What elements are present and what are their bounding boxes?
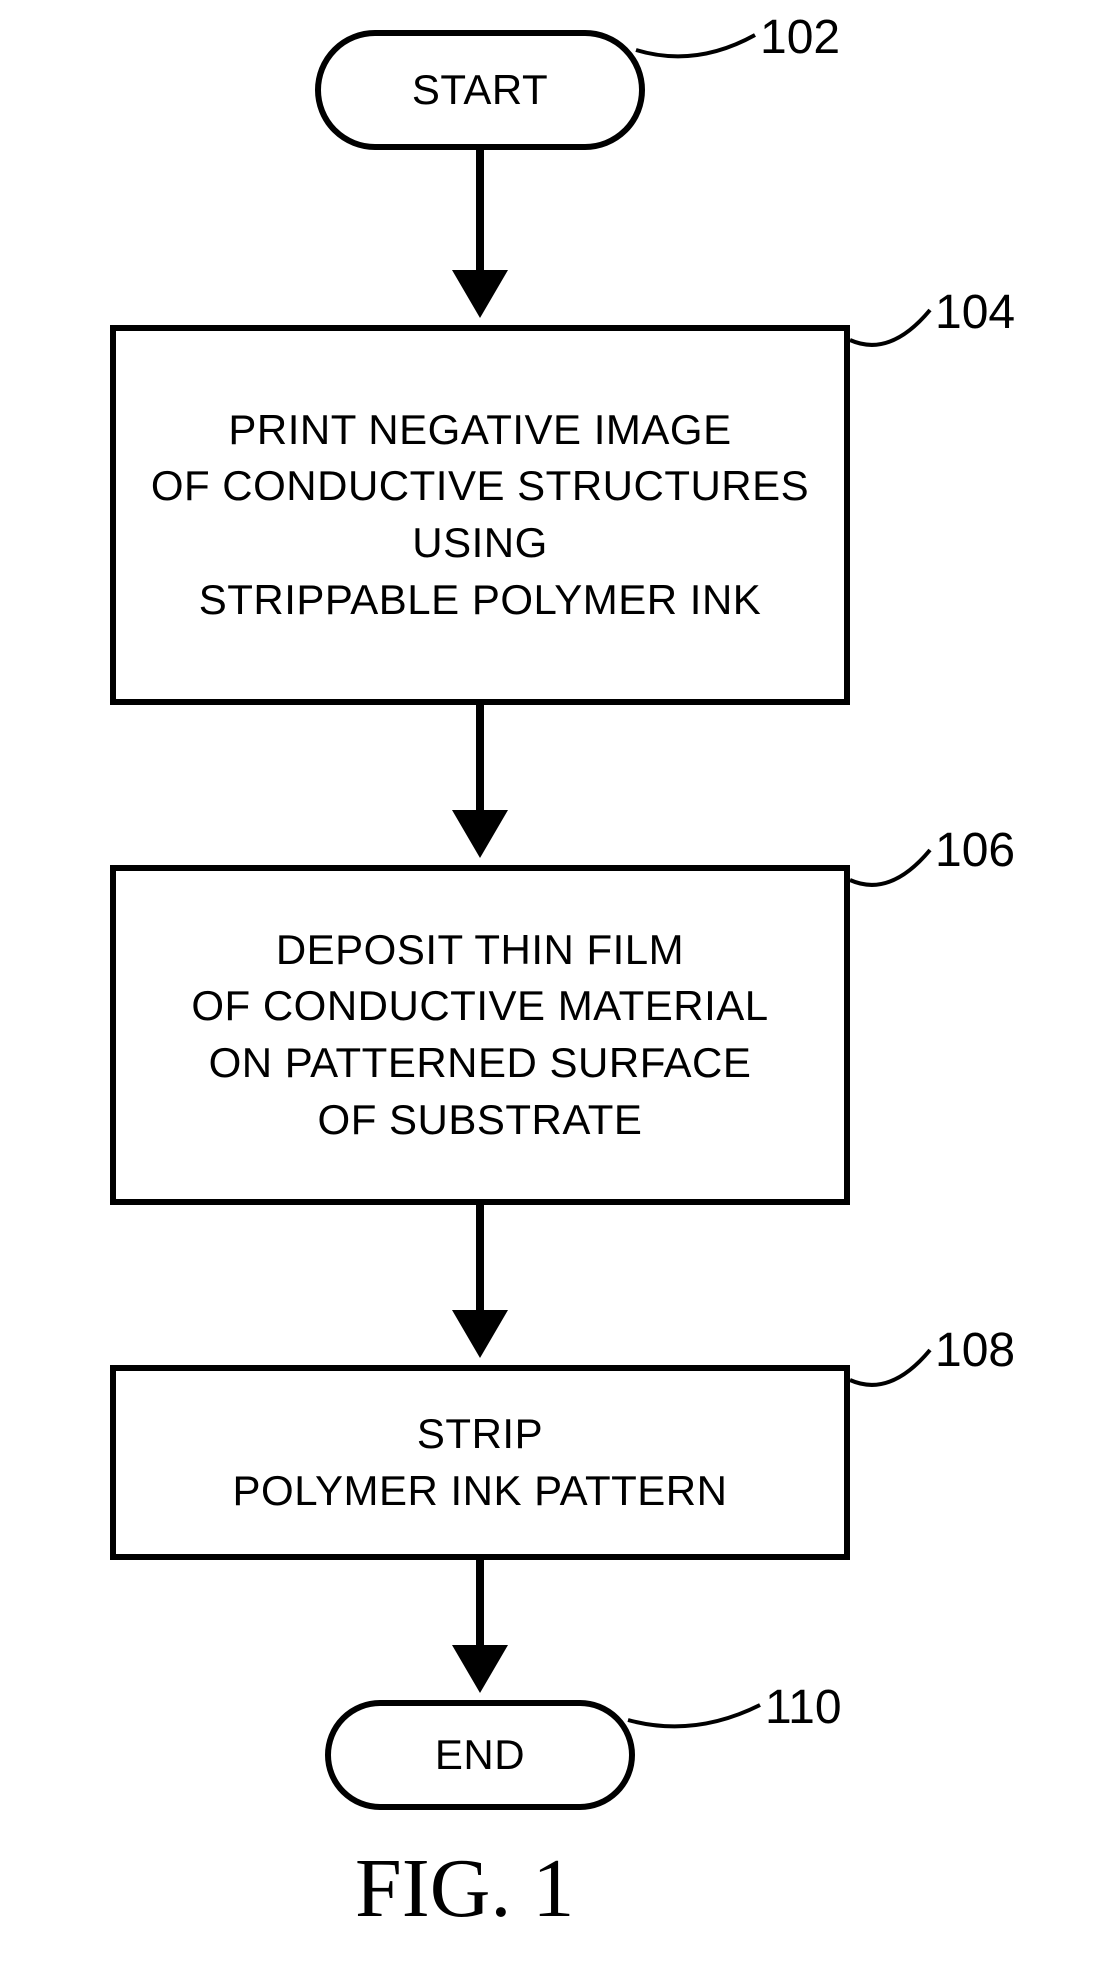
end-node: END [325, 1700, 635, 1810]
end-node-text: END [435, 1727, 525, 1784]
ref-label-106: 106 [935, 823, 1015, 878]
leader-line [850, 850, 930, 885]
start-node: START [315, 30, 645, 150]
process-node-1: PRINT NEGATIVE IMAGE OF CONDUCTIVE STRUC… [110, 325, 850, 705]
leader-line [628, 1705, 760, 1726]
leader-line [850, 1350, 930, 1385]
leader-line [636, 35, 755, 56]
ref-label-110: 110 [765, 1680, 842, 1735]
figure-caption: FIG. 1 [355, 1840, 574, 1937]
leader-line [850, 310, 930, 345]
process-node-3: STRIP POLYMER INK PATTERN [110, 1365, 850, 1560]
process-node-1-text: PRINT NEGATIVE IMAGE OF CONDUCTIVE STRUC… [151, 402, 809, 629]
flowchart-diagram: START PRINT NEGATIVE IMAGE OF CONDUCTIVE… [0, 0, 1111, 1965]
ref-label-108: 108 [935, 1323, 1015, 1378]
ref-label-104: 104 [935, 285, 1015, 340]
process-node-2: DEPOSIT THIN FILM OF CONDUCTIVE MATERIAL… [110, 865, 850, 1205]
ref-label-102: 102 [760, 10, 840, 65]
process-node-2-text: DEPOSIT THIN FILM OF CONDUCTIVE MATERIAL… [191, 922, 768, 1149]
process-node-3-text: STRIP POLYMER INK PATTERN [233, 1406, 728, 1519]
start-node-text: START [412, 62, 548, 119]
